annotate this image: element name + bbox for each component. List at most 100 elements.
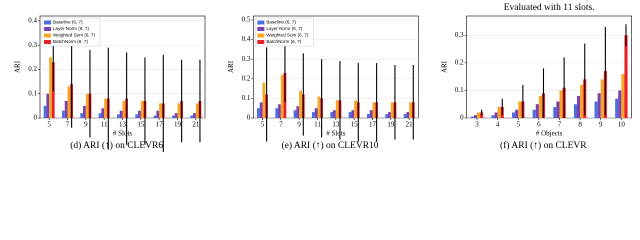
bar: [43, 105, 47, 118]
bar: [83, 105, 86, 118]
bar: [278, 104, 281, 118]
x-tick-label: 9: [84, 121, 88, 129]
bar: [299, 90, 302, 118]
bar: [473, 115, 477, 118]
bar: [104, 98, 107, 118]
legend-box: [41, 17, 101, 47]
bar: [312, 112, 315, 118]
bar: [618, 90, 622, 118]
bar: [577, 95, 581, 118]
legend-swatch: [257, 40, 265, 44]
x-tick-label: 5: [516, 121, 520, 129]
bar: [85, 93, 89, 118]
legend-swatch: [44, 27, 51, 31]
bar: [348, 112, 352, 118]
x-tick-label: 9: [599, 121, 603, 129]
bar: [354, 100, 357, 118]
bar: [117, 114, 120, 118]
y-tick-label: 0.4: [242, 35, 251, 43]
bar: [535, 104, 539, 118]
bar: [385, 114, 389, 118]
x-tick-label: 17: [369, 121, 377, 129]
figure: 0 0.1 0.2 0.3 0.4 5 7 9 11 13 15 17 19 21 # Slots ARI (d…: [14, 3, 632, 152]
y-tick-label: 0: [247, 114, 251, 122]
bar: [600, 79, 604, 118]
x-tick-label: 4: [496, 121, 500, 129]
bar: [135, 114, 139, 118]
bar: [388, 112, 391, 118]
bar: [538, 95, 542, 118]
y-tick-label: 0: [34, 114, 38, 122]
bar: [491, 115, 495, 118]
y-tick-label: 0.2: [28, 65, 37, 73]
bar: [153, 115, 157, 118]
chart: 0 0.1 0.2 0.3 3 4 5 6 7 8 9 10 # Objects ARI Evaluated…: [440, 3, 632, 151]
x-tick-label: 5: [261, 121, 265, 129]
bar: [406, 112, 410, 118]
bar: [559, 90, 563, 118]
x-tick-label: 21: [406, 121, 414, 129]
y-tick-label: 0.2: [455, 58, 464, 66]
bar: [403, 114, 407, 118]
chart: 0 0.1 0.2 0.3 0.4 0.5 5 7 9 11 13 15 17 19 21 # Slots AR…: [227, 16, 419, 151]
y-tick-label: 0.3: [242, 55, 251, 63]
y-axis-label: ARI: [440, 60, 448, 73]
bar: [46, 93, 50, 118]
bar: [532, 109, 536, 118]
bar: [193, 113, 196, 118]
y-tick-label: 0.2: [242, 74, 251, 82]
legend-swatch: [257, 20, 265, 25]
bar: [409, 102, 412, 118]
x-tick-label: 7: [279, 121, 283, 129]
y-tick-label: 0.4: [28, 16, 37, 24]
bar: [280, 74, 284, 118]
bar: [101, 108, 105, 118]
legend-label: Weighted Sum (6, 7): [266, 33, 309, 38]
bar: [621, 73, 625, 118]
y-tick-label: 0.3: [455, 31, 464, 39]
x-tick-label: 11: [314, 121, 321, 129]
legend-swatch: [257, 33, 265, 38]
legend-box: [255, 17, 314, 47]
bar: [476, 112, 481, 118]
x-tick-label: 19: [174, 121, 182, 129]
bar: [580, 84, 584, 118]
legend: Baseline (6, 7)Layer Norm (6, 7) Weighted…: [41, 17, 101, 47]
bar: [351, 110, 355, 118]
bar: [333, 110, 336, 118]
x-tick-label: 6: [537, 121, 541, 129]
caption: (e) ARI (↑) on CLEVR10: [281, 140, 378, 151]
bar: [330, 112, 334, 118]
bar: [615, 98, 619, 118]
legend-label: Weighted Sum (6, 7): [53, 33, 96, 38]
bar: [140, 101, 144, 118]
bar: [159, 103, 162, 118]
bar: [556, 101, 560, 118]
chart-title: Evaluated with 11 slots.: [504, 3, 595, 13]
bar: [98, 113, 102, 118]
x-axis-label: # Objects: [536, 130, 563, 138]
bar: [296, 106, 300, 118]
legend-label: Baseline (6, 7): [266, 20, 296, 25]
x-tick-label: 21: [192, 121, 200, 129]
legend-label: BatchNorm (6, 7): [266, 39, 301, 44]
bar: [190, 115, 194, 118]
bar: [64, 101, 68, 118]
bar: [624, 35, 628, 118]
legend-swatch: [44, 33, 51, 38]
y-tick-label: 0.1: [455, 86, 464, 94]
bar: [177, 103, 181, 118]
bar: [494, 112, 498, 118]
bar: [597, 93, 601, 118]
bar: [275, 108, 279, 118]
legend: Baseline (6, 7)Layer Norm (6, 7) Weighted…: [255, 17, 314, 47]
legend-swatch: [44, 20, 51, 25]
y-tick-label: 0.5: [242, 16, 251, 24]
bar: [62, 110, 65, 118]
x-tick-label: 5: [47, 121, 51, 129]
bar: [497, 106, 501, 118]
y-axis-label: ARI: [14, 60, 22, 73]
x-tick-label: 15: [137, 121, 145, 129]
bar: [369, 110, 373, 118]
bar: [257, 108, 260, 118]
